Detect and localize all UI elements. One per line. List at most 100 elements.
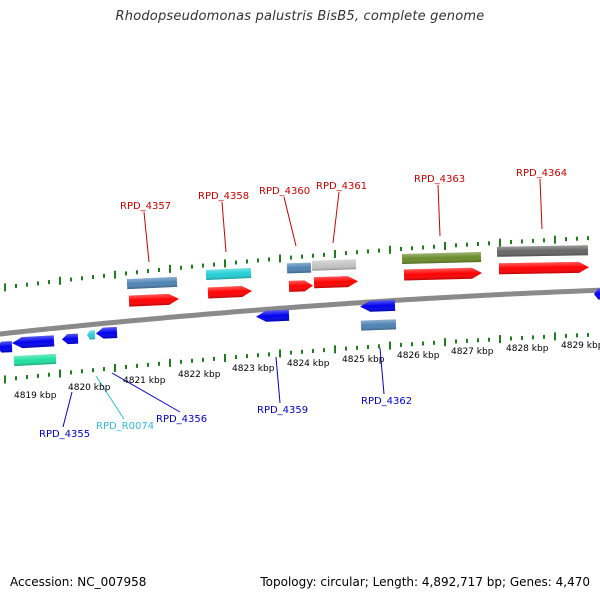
outer-tick <box>521 239 523 244</box>
callout-rpd-4364 <box>539 178 543 230</box>
gene-box-rpd-4364[interactable] <box>496 245 589 257</box>
outer-tick <box>576 236 578 241</box>
callout-rpd-4363 <box>437 184 441 237</box>
outer-tick <box>312 253 314 258</box>
outer-tick <box>510 240 512 245</box>
outer-tick <box>411 246 413 251</box>
inner-tick <box>246 354 248 359</box>
gene-label-rpd-4361[interactable]: RPD_4361 <box>316 181 367 192</box>
gene-label-rpd-4363[interactable]: RPD_4363 <box>414 174 465 185</box>
gene-label-rpd-4358[interactable]: RPD_4358 <box>198 191 249 202</box>
scale-label-4827: 4827 kbp <box>451 347 494 357</box>
inner-tick <box>455 339 457 344</box>
outer-tick <box>301 254 303 259</box>
outer-tick <box>389 245 391 254</box>
outer-tick <box>169 264 171 273</box>
outer-tick <box>323 252 325 257</box>
inner-tick <box>334 345 336 354</box>
inner-tick <box>26 375 28 380</box>
outer-tick <box>466 242 468 247</box>
gene-label-rpd-r0074[interactable]: RPD_R0074 <box>96 421 154 432</box>
outer-tick <box>444 242 446 251</box>
inner-tick <box>301 349 303 354</box>
gene-features <box>0 245 600 367</box>
inner-tick <box>37 373 39 378</box>
gene-label-rpd-4356[interactable]: RPD_4356 <box>156 414 207 425</box>
inner-tick <box>202 357 204 362</box>
cds-arrow-rpd-4357[interactable] <box>128 293 179 307</box>
gene-box-rpd-4357[interactable] <box>126 276 178 290</box>
outer-tick <box>356 250 358 255</box>
inner-tick <box>378 344 380 349</box>
outer-tick <box>4 283 6 292</box>
callout-rpd-r0074 <box>95 375 125 420</box>
outer-tick <box>499 238 501 247</box>
cds-arrow-rpd-4364[interactable] <box>498 261 589 275</box>
cds-arrow-rpd-4365[interactable] <box>594 288 600 300</box>
gene-label-rpd-4362[interactable]: RPD_4362 <box>361 396 412 407</box>
cds-arrow-rpd-4362[interactable] <box>360 299 396 312</box>
callout-rpd-4361 <box>332 191 340 244</box>
cds-arrow-rpd-4356[interactable] <box>96 326 118 339</box>
inner-tick <box>510 336 512 341</box>
cds-arrow-rpd-4361[interactable] <box>313 276 358 289</box>
outer-tick <box>345 251 347 256</box>
cds-arrow-rpd-4359[interactable] <box>256 309 290 322</box>
gene-box-rpd-4361[interactable] <box>311 259 357 271</box>
inner-tick <box>92 368 94 373</box>
scale-labels: 4819 kbp 4820 kbp 4821 kbp 4822 kbp 4823… <box>14 341 600 401</box>
callout-rpd-4357 <box>143 211 150 263</box>
gene-label-rpd-4355[interactable]: RPD_4355 <box>39 429 90 440</box>
gene-label-rpd-4360[interactable]: RPD_4360 <box>259 186 310 197</box>
gene-box-rpd-4363[interactable] <box>401 251 482 265</box>
gene-label-rpd-4357[interactable]: RPD_4357 <box>120 201 171 212</box>
scale-label-4821: 4821 kbp <box>123 376 166 386</box>
outer-tick <box>114 270 116 279</box>
inner-tick <box>389 341 391 350</box>
topology-summary: Topology: circular; Length: 4,892,717 bp… <box>260 575 590 589</box>
outer-tick <box>81 276 83 281</box>
inner-tick <box>180 359 182 364</box>
gene-box-rpd-4358[interactable] <box>205 268 252 280</box>
inner-tick <box>323 348 325 353</box>
outer-tick <box>26 282 28 287</box>
gene-label-rpd-4364[interactable]: RPD_4364 <box>516 168 567 179</box>
callout-rpd-4359 <box>275 356 281 404</box>
outer-tick <box>455 243 457 248</box>
outer-tick <box>422 245 424 250</box>
rna-arrow-rpd-r0074[interactable] <box>87 330 96 340</box>
cds-arrow-rpd-4358[interactable] <box>207 285 252 299</box>
outer-tick <box>488 241 490 246</box>
outer-tick <box>125 271 127 276</box>
inner-tick <box>147 362 149 367</box>
outer-tick <box>334 249 336 258</box>
gene-box-rpd-4355[interactable] <box>13 353 57 367</box>
scale-label-4820: 4820 kbp <box>68 383 111 393</box>
inner-tick <box>290 350 292 355</box>
outer-tick <box>279 254 281 263</box>
outer-tick <box>59 276 61 285</box>
gene-box-rpd-4362[interactable] <box>360 319 397 331</box>
gene-box-rpd-4360[interactable] <box>286 262 312 274</box>
inner-tick <box>125 364 127 369</box>
inner-tick <box>114 364 116 373</box>
inner-tick <box>444 338 446 347</box>
cds-arrow-rpd-4354[interactable] <box>0 341 13 353</box>
cds-arrow-rpd-4355b[interactable] <box>62 333 79 345</box>
callout-rpd-4355 <box>62 391 73 428</box>
outer-tick <box>235 260 237 265</box>
cds-arrow-rpd-4355[interactable] <box>12 335 55 349</box>
gene-label-rpd-4359[interactable]: RPD_4359 <box>257 405 308 416</box>
inner-tick <box>543 334 545 339</box>
outer-tick <box>15 284 17 289</box>
outer-tick <box>70 277 72 282</box>
inner-tick <box>279 349 281 358</box>
cds-arrow-rpd-4363[interactable] <box>403 267 482 281</box>
callout-rpd-4356 <box>111 372 181 413</box>
outer-tick <box>48 280 50 285</box>
inner-tick <box>422 341 424 346</box>
inner-tick <box>15 376 17 381</box>
label-callout-lines <box>62 178 543 428</box>
scale-label-4825: 4825 kbp <box>342 355 385 365</box>
cds-arrow-rpd-4360[interactable] <box>288 280 313 292</box>
